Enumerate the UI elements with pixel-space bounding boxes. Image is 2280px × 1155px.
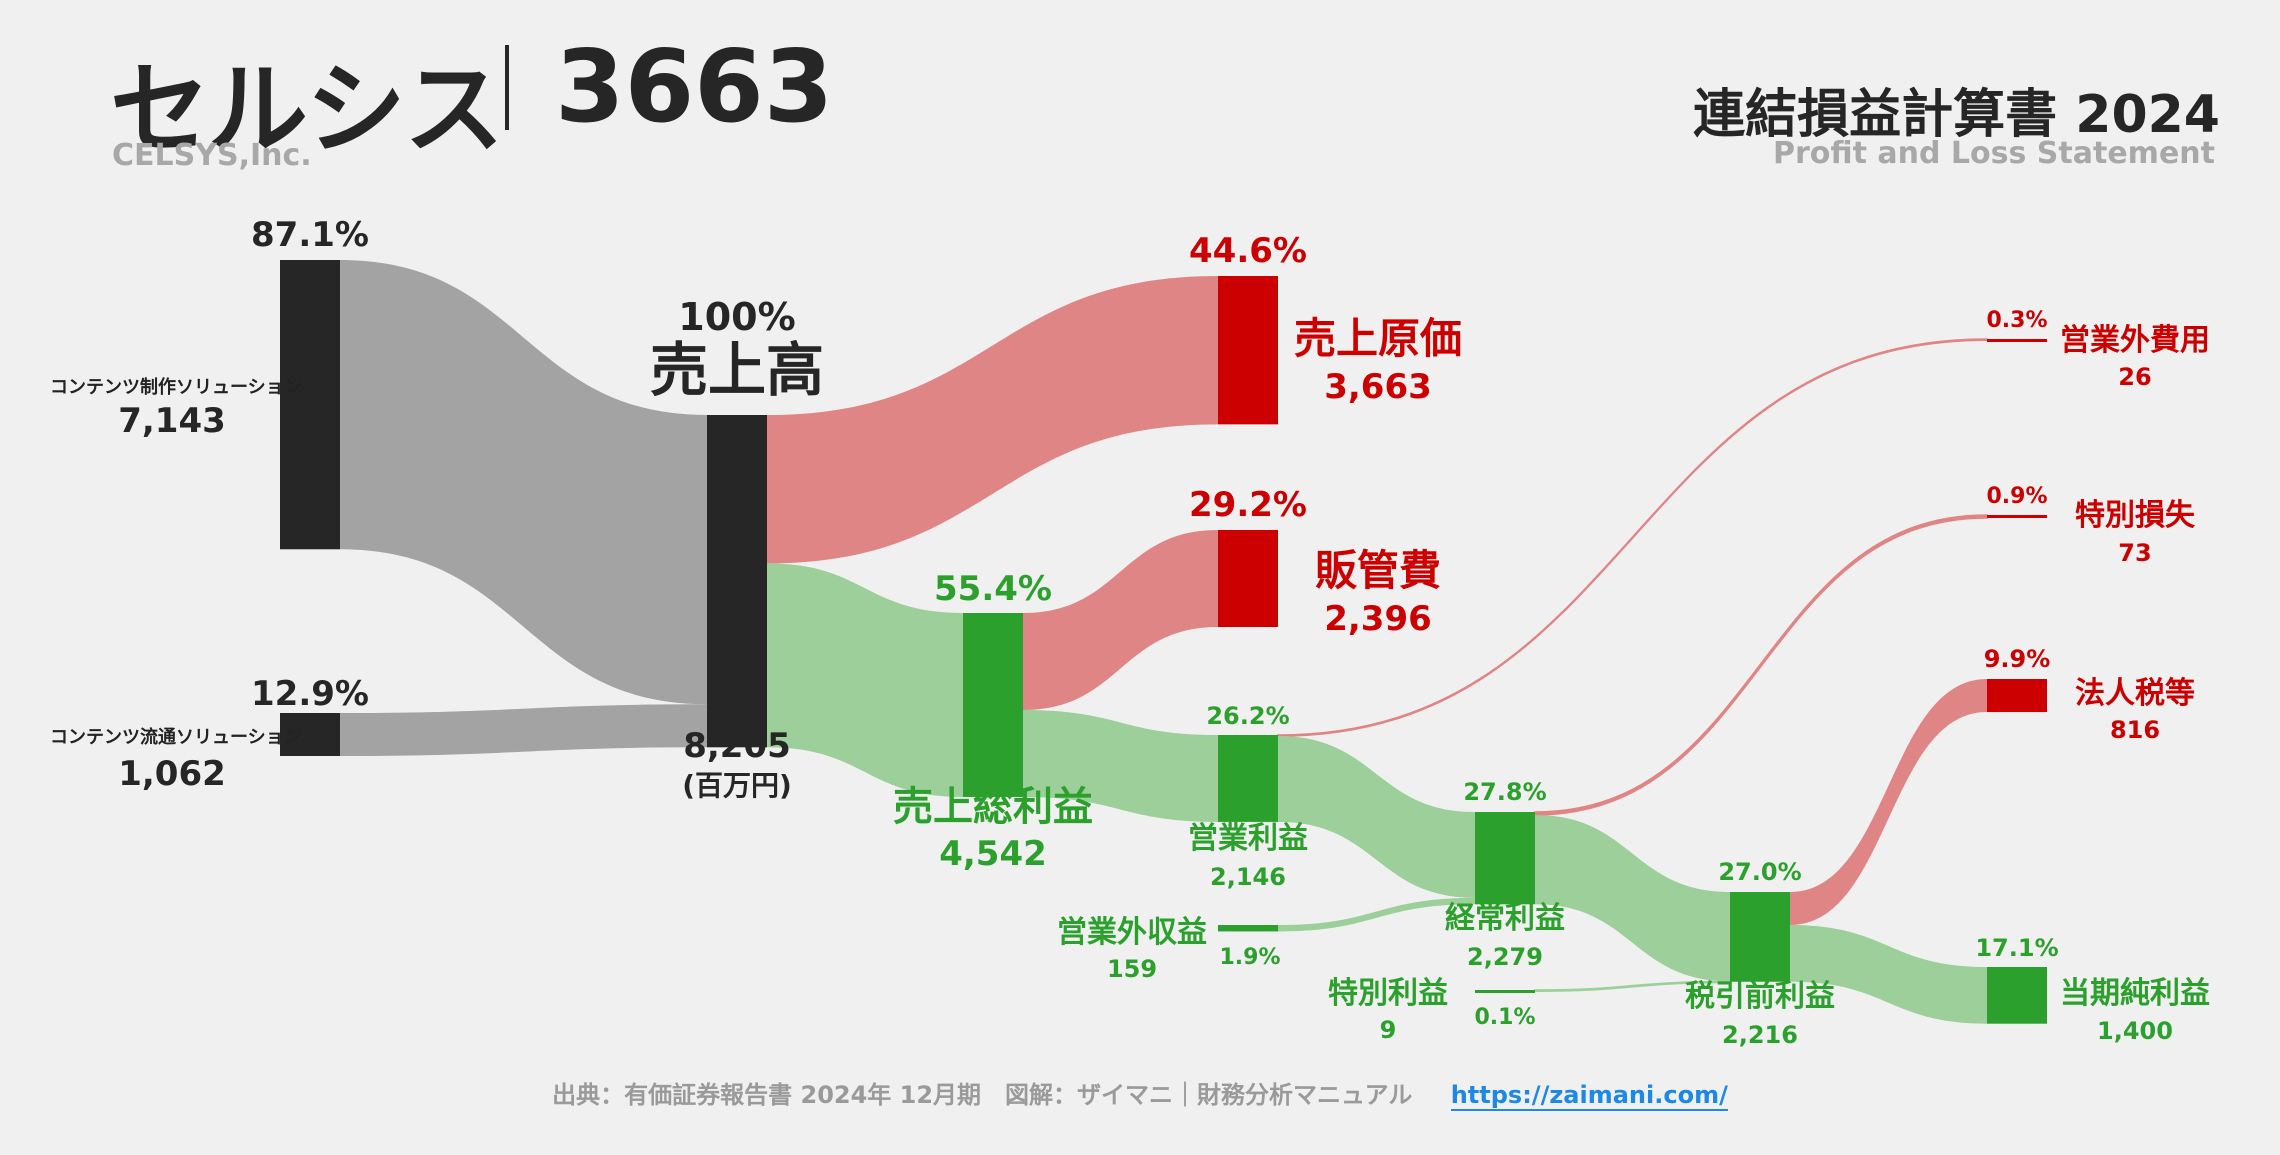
- flow-eigyo-keijo: [1278, 736, 1475, 898]
- uriage-label: 売上高: [650, 336, 824, 404]
- footer: 出典：有価証券報告書 2024年 12月期 図解：ザイマニ｜財務分析マニュアル …: [0, 1075, 2280, 1111]
- genka-value: 3,663: [1324, 367, 1432, 407]
- hankan-percent: 29.2%: [1189, 485, 1307, 525]
- flow-zeimae-junrieki: [1790, 925, 1987, 1024]
- node-hankan: [1218, 530, 1278, 628]
- seisaku-value: 7,143: [118, 401, 226, 441]
- flow-tokubetsurieki-zeimae: [1534, 980, 1731, 992]
- arari-percent: 55.4%: [934, 569, 1052, 609]
- company-name-en: CELSYS,Inc.: [112, 138, 312, 173]
- hojinzei-label: 法人税等: [2075, 676, 2195, 711]
- arari-value: 4,542: [939, 834, 1047, 874]
- node-eigyogaihiyo: [1987, 339, 2047, 342]
- node-tokubetsurieki: [1475, 990, 1535, 993]
- keijo-percent: 27.8%: [1463, 778, 1546, 806]
- node-hojinzei: [1987, 679, 2047, 713]
- eigyogaihiyo-value: 26: [2118, 363, 2151, 391]
- eigyogaishueki-label: 営業外収益: [1057, 915, 1207, 950]
- uriage-unit: (百万円): [682, 769, 792, 802]
- eigyogaishueki-value: 159: [1107, 955, 1157, 983]
- node-zeimae: [1730, 892, 1790, 982]
- eigyogaishueki-percent: 1.9%: [1219, 945, 1280, 970]
- uriage-percent: 100%: [678, 295, 795, 339]
- node-genka: [1218, 276, 1278, 425]
- node-uriage: [707, 415, 767, 748]
- node-keijo: [1475, 812, 1535, 905]
- flow-seisaku-uriage: [340, 260, 707, 705]
- zeimae-value: 2,216: [1722, 1021, 1798, 1049]
- arari-label: 売上総利益: [893, 784, 1093, 830]
- keijo-value: 2,279: [1467, 943, 1543, 971]
- junrieki-label: 当期純利益: [2060, 976, 2210, 1011]
- zeimae-percent: 27.0%: [1718, 858, 1801, 886]
- tokubetsurieki-percent: 0.1%: [1474, 1005, 1535, 1030]
- tokubetsusonshitsu-value: 73: [2118, 539, 2151, 567]
- flow-arari-eigyo: [1023, 710, 1218, 822]
- hojinzei-value: 816: [2110, 716, 2160, 744]
- flow-uriage-arari: [767, 563, 963, 797]
- eigyo-percent: 26.2%: [1206, 702, 1289, 730]
- uriage-value: 8,205: [683, 726, 791, 766]
- ryutsu-segment-label: コンテンツ流通ソリューション: [50, 726, 302, 748]
- eigyo-label: 営業利益: [1188, 821, 1308, 856]
- hankan-value: 2,396: [1324, 599, 1432, 639]
- source-note: 出典：有価証券報告書 2024年 12月期 図解：ザイマニ｜財務分析マニュアル: [552, 1081, 1413, 1109]
- statement-title: 連結損益計算書 2024: [1693, 85, 2220, 145]
- node-eigyogaishueki: [1218, 925, 1278, 932]
- flow-uriage-genka: [767, 276, 1218, 564]
- tokubetsusonshitsu-label: 特別損失: [2075, 498, 2196, 533]
- statement-subtitle: Profit and Loss Statement: [1772, 136, 2215, 171]
- node-eigyo: [1218, 735, 1278, 822]
- flow-layer: [340, 260, 1988, 1024]
- eigyo-value: 2,146: [1210, 863, 1286, 891]
- flow-keijo-tokubetsusonshitsu: [1534, 514, 1988, 816]
- eigyogaihiyo-percent: 0.3%: [1986, 308, 2047, 333]
- seisaku-segment-label: コンテンツ制作ソリューション: [50, 376, 302, 398]
- node-tokubetsusonshitsu: [1987, 515, 2047, 518]
- genka-percent: 44.6%: [1189, 231, 1307, 271]
- flow-keijo-zeimae: [1535, 814, 1730, 982]
- tokubetsusonshitsu-percent: 0.9%: [1986, 484, 2047, 509]
- hojinzei-percent: 9.9%: [1984, 645, 2051, 673]
- zeimae-label: 税引前利益: [1685, 979, 1835, 1014]
- node-ryutsu: [280, 713, 340, 757]
- eigyogaihiyo-label: 営業外費用: [2060, 323, 2210, 358]
- keijo-label: 経常利益: [1445, 901, 1565, 936]
- seisaku-percent: 87.1%: [251, 215, 369, 255]
- node-junrieki: [1987, 967, 2047, 1024]
- tokubetsurieki-label: 特別利益: [1328, 976, 1448, 1011]
- node-seisaku: [280, 260, 340, 550]
- ryutsu-percent: 12.9%: [251, 674, 369, 714]
- site-link[interactable]: https://zaimani.com/: [1450, 1081, 1728, 1111]
- stock-code: 3663: [555, 28, 834, 145]
- junrieki-percent: 17.1%: [1975, 934, 2058, 962]
- genka-label: 売上原価: [1294, 314, 1462, 363]
- junrieki-value: 1,400: [2097, 1017, 2173, 1045]
- company-name: セルシス: [110, 51, 504, 168]
- flow-arari-hankan: [1023, 530, 1218, 711]
- flow-eigyogaishueki-keijo: [1278, 897, 1475, 932]
- hankan-label: 販管費: [1315, 546, 1441, 595]
- flow-zeimae-hojinzei: [1790, 679, 1987, 926]
- flow-ryutsu-uriage: [340, 704, 707, 757]
- label-layer: コンテンツ制作ソリューション 7,143 87.1% コンテンツ流通ソリューション 1,…: [50, 215, 2210, 1049]
- node-layer: [280, 260, 2047, 1024]
- tokubetsurieki-value: 9: [1380, 1016, 1397, 1044]
- title-separator: [505, 45, 509, 130]
- ryutsu-value: 1,062: [118, 754, 226, 794]
- node-arari: [963, 613, 1023, 797]
